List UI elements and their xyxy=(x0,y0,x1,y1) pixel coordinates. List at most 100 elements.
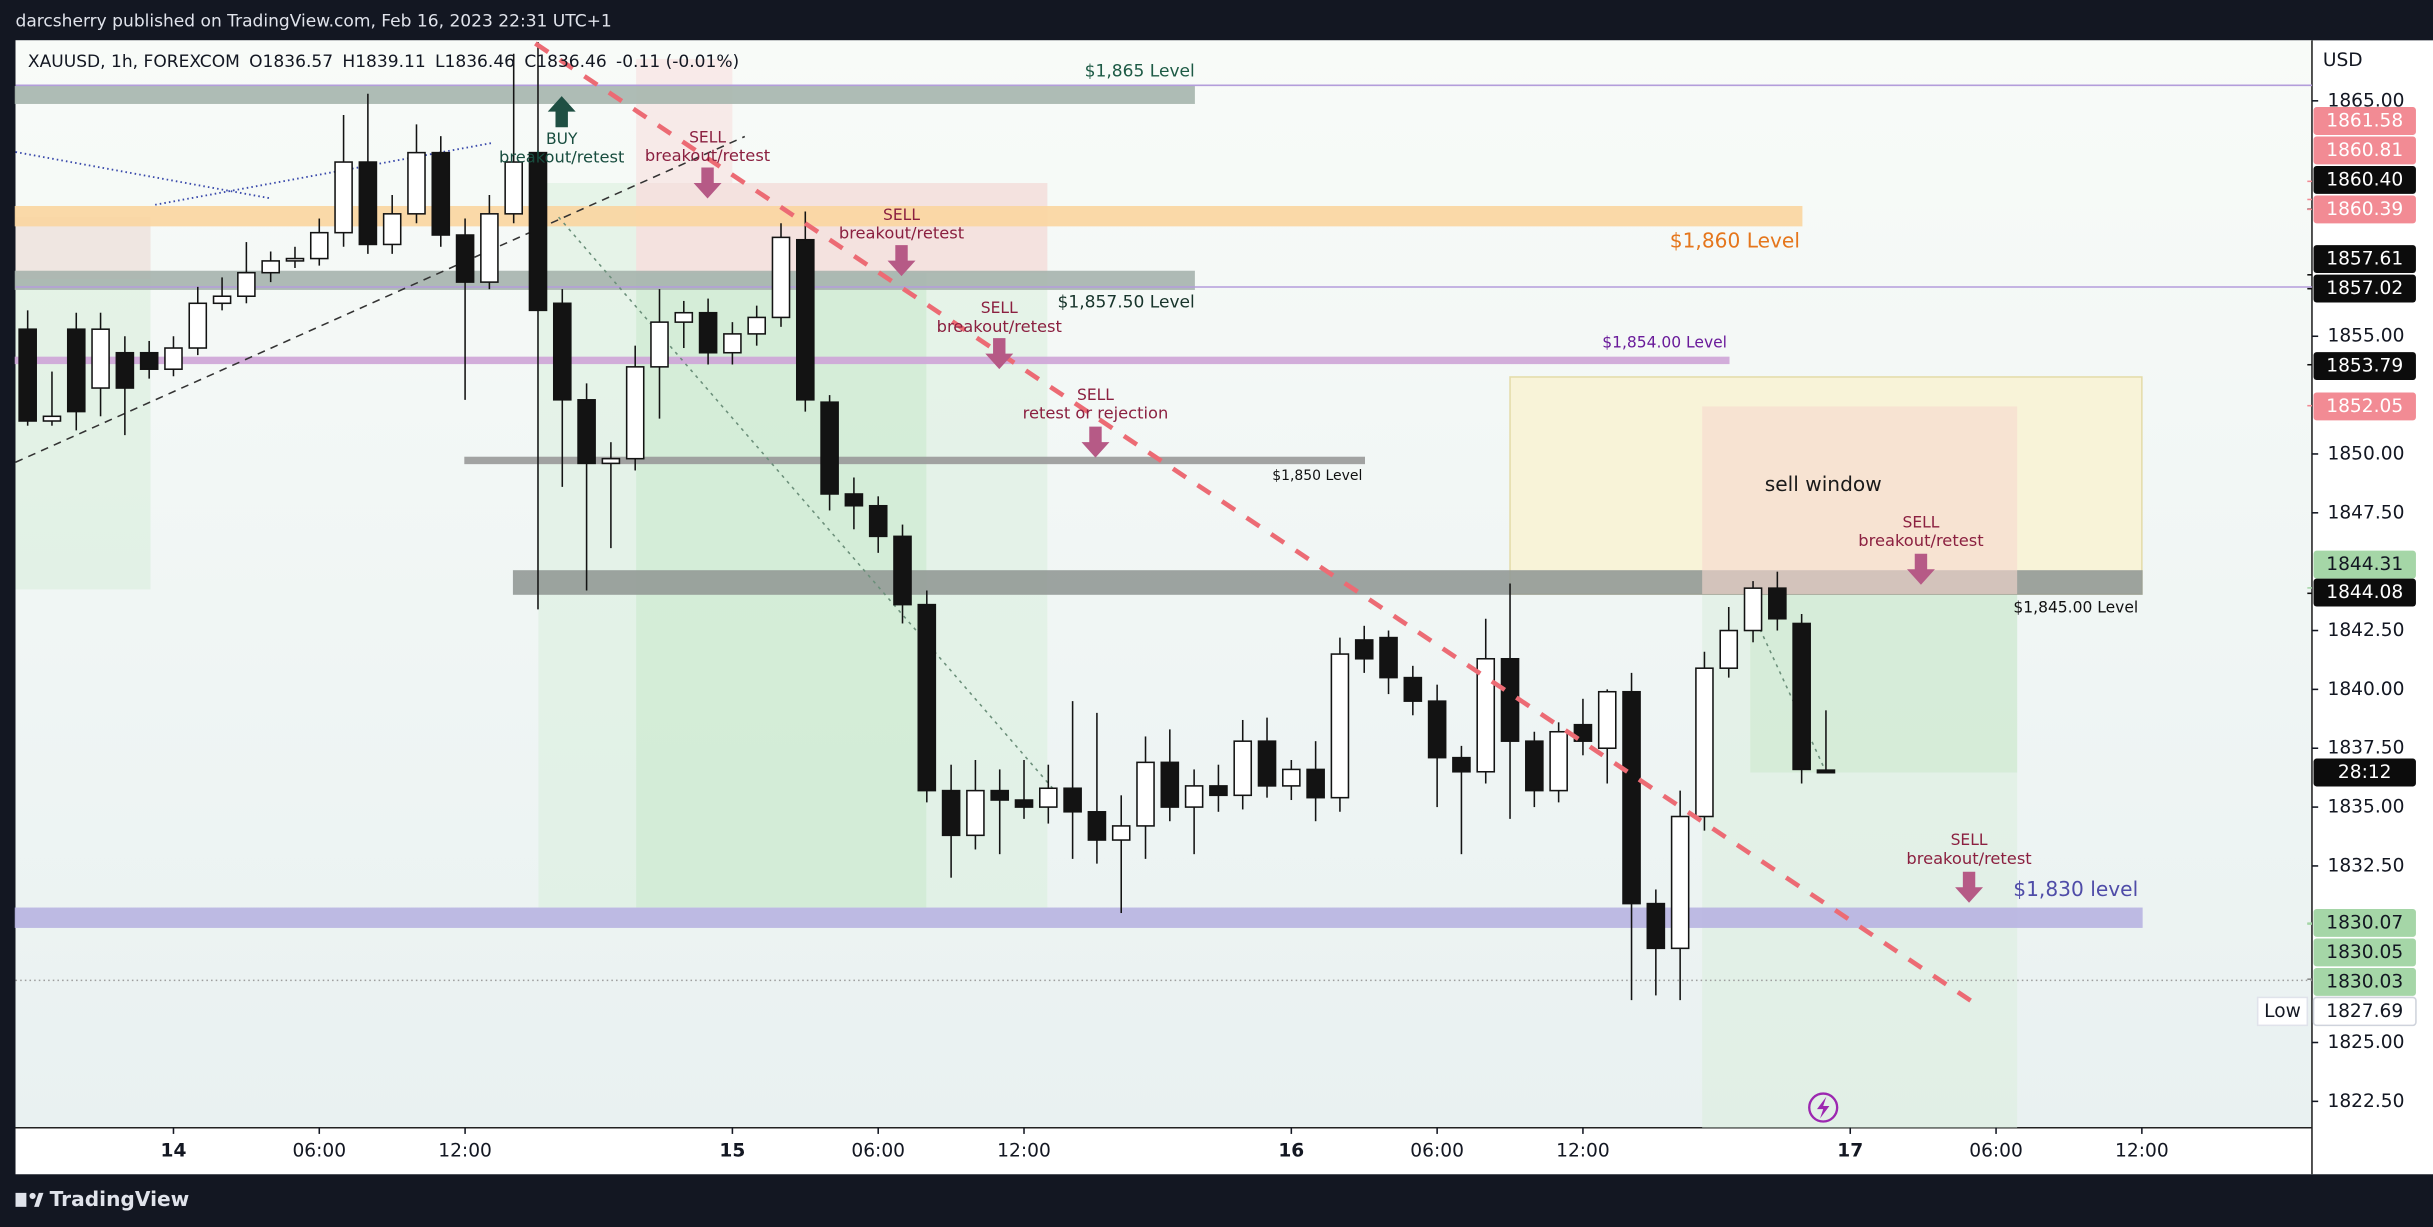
signal-label: SELL xyxy=(1077,386,1114,404)
signal-arrow xyxy=(887,245,916,277)
price-badge-label: 1852.05 xyxy=(2326,396,2403,417)
axes: 1865.00 1855.00 1850.00 1847.50 1842.50 1840.… xyxy=(161,90,2417,1161)
candle-body xyxy=(480,213,499,283)
level-zone xyxy=(14,85,1195,104)
signal-label: breakout/retest xyxy=(937,317,1062,336)
candle-body xyxy=(795,238,815,401)
alert-icon[interactable] xyxy=(1808,1092,1839,1123)
candle-body xyxy=(1063,787,1082,813)
candle-body xyxy=(747,316,767,335)
candle-body xyxy=(407,151,426,215)
signal-arrow xyxy=(1906,553,1935,585)
logo-part xyxy=(34,1192,44,1207)
price-badge xyxy=(2313,107,2416,135)
level-label: $1,860 Level xyxy=(1670,228,1800,252)
x-tick-label: 06:00 xyxy=(1410,1140,1464,1161)
y-tick-label: 1842.50 xyxy=(2327,620,2404,641)
low-label: Low xyxy=(2264,1001,2301,1022)
candle-body xyxy=(1768,587,1787,620)
signal-label: SELL xyxy=(1951,831,1988,849)
y-tick-label: 1835.00 xyxy=(2327,797,2404,818)
legend-item: O1836.57 xyxy=(249,52,333,72)
price-badge xyxy=(2313,195,2416,224)
level-zone xyxy=(14,356,1730,365)
signal-arrow xyxy=(985,338,1014,370)
level-label: $1,845.00 Level xyxy=(2013,599,2138,617)
signal-label: breakout/retest xyxy=(645,146,770,165)
price-badge-label: 1860.40 xyxy=(2326,169,2403,190)
candle-body xyxy=(990,789,1010,801)
signal-arrow xyxy=(1955,871,1984,903)
candle-body xyxy=(188,302,208,349)
shade xyxy=(1750,594,2018,773)
candle-body xyxy=(18,328,37,422)
candle-body xyxy=(1087,811,1107,841)
price-badge-label: 1830.03 xyxy=(2326,971,2403,992)
candle-body xyxy=(1160,761,1180,808)
y-tick-label: 1832.50 xyxy=(2327,855,2404,876)
candle-body xyxy=(1282,768,1301,787)
candle-body xyxy=(1427,700,1447,759)
price-badge-label: 1857.02 xyxy=(2326,278,2403,299)
candle-body xyxy=(1525,740,1544,792)
signal-label: retest or rejection xyxy=(1023,404,1169,423)
signal-label: SELL xyxy=(883,206,920,224)
price-badge xyxy=(2313,392,2416,421)
price-badge xyxy=(2313,245,2416,274)
signal-label: breakout/retest xyxy=(1906,849,2031,868)
drawings xyxy=(15,84,2312,982)
candle-body xyxy=(1670,815,1690,950)
shade xyxy=(15,217,151,280)
price-badge-label: 1861.58 xyxy=(2326,110,2403,131)
trend-line xyxy=(534,41,1972,1003)
price-badge-label: 1827.69 xyxy=(2326,1001,2403,1022)
x-tick-label: 06:00 xyxy=(1969,1140,2023,1161)
candle-body xyxy=(650,321,669,368)
x-tick-label: 12:00 xyxy=(2115,1140,2169,1161)
x-tick-label: 06:00 xyxy=(292,1140,346,1161)
annotations: sell window $1,865 Level $1,860 Level $1,85… xyxy=(499,61,2138,903)
symbol-legend: XAUUSD, 1h, FOREXCOM O1836.57 H1839.11 L183… xyxy=(28,52,739,72)
publisher: darcsherry published on TradingView.com,… xyxy=(16,12,612,32)
candle-body xyxy=(431,151,451,236)
alert-icon-bolt xyxy=(1816,1096,1830,1119)
legend-item: L1836.46 xyxy=(435,52,515,72)
price-badge xyxy=(2312,996,2417,1027)
price-badge xyxy=(2313,938,2416,967)
currency: USD xyxy=(2323,50,2363,71)
y-tick-label: 1840.00 xyxy=(2327,679,2404,700)
candle-body xyxy=(285,257,305,262)
price-badge-label: 1853.79 xyxy=(2326,356,2403,377)
candle-body xyxy=(115,351,135,389)
countdown: 28:12 xyxy=(2338,762,2392,783)
signal-label: SELL xyxy=(1902,513,1939,531)
candle-body xyxy=(1816,769,1836,774)
price-badge xyxy=(2313,165,2416,194)
candle-body xyxy=(771,236,791,319)
level-label: $1,850 Level xyxy=(1272,468,1362,484)
legend-item: XAUUSD, 1h, FOREXCOM xyxy=(28,52,240,72)
candle-body xyxy=(625,366,645,460)
y-tick-label: 1822.50 xyxy=(2327,1091,2404,1112)
candle-body xyxy=(1184,785,1204,808)
candle-body xyxy=(698,311,718,354)
candle-body xyxy=(893,535,912,606)
logo-part xyxy=(29,1192,36,1200)
candle-body xyxy=(1039,787,1058,808)
candle-body xyxy=(1233,740,1253,797)
candle-body xyxy=(42,415,62,422)
candle-body xyxy=(674,311,694,323)
signal-label: BUY xyxy=(546,130,578,148)
candle-body xyxy=(1306,768,1325,799)
candle-body xyxy=(1014,799,1034,808)
x-tick-label: 12:00 xyxy=(997,1140,1051,1161)
candle-body xyxy=(1719,629,1739,669)
price-badge xyxy=(2313,967,2416,996)
footer-brand: TradingView xyxy=(50,1187,190,1211)
signal-arrow xyxy=(547,96,576,128)
y-tick-label: 1855.00 xyxy=(2327,326,2404,347)
x-tick-label: 12:00 xyxy=(438,1140,492,1161)
candle-body xyxy=(1646,902,1666,950)
signal-arrow xyxy=(693,167,722,199)
candle-body xyxy=(820,401,839,495)
